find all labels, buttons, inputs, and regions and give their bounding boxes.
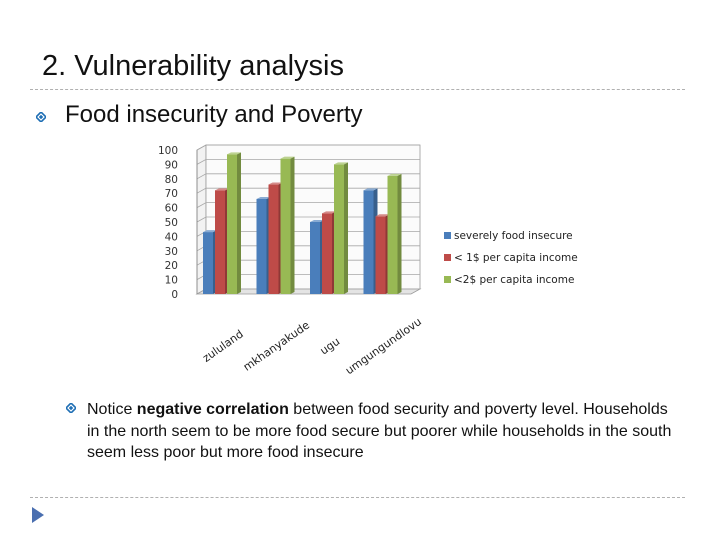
y-tick-label: 30: [165, 246, 178, 258]
x-category-label: mkhanyakude: [241, 318, 312, 373]
bar-top: [256, 196, 271, 199]
bar-top: [268, 182, 283, 185]
bar-top: [363, 188, 378, 191]
bar-top: [310, 220, 324, 222]
x-category-label: zululand: [200, 327, 246, 364]
y-tick-label: 80: [165, 174, 178, 186]
bar: [334, 164, 344, 294]
bar-top: [334, 162, 348, 165]
chart-back-wall: [205, 144, 421, 290]
y-tick-label: 90: [165, 159, 178, 171]
bar-top: [280, 156, 295, 159]
bar: [256, 198, 267, 294]
bar: [387, 175, 398, 294]
bar: [310, 222, 320, 294]
legend-label: <2$ per capita income: [454, 274, 574, 286]
bar: [227, 154, 237, 294]
legend-label: < 1$ per capita income: [454, 252, 578, 264]
bar-top: [227, 152, 241, 155]
x-category-label: umgungundlovu: [343, 315, 424, 377]
gridline: [196, 216, 420, 223]
bar-side: [344, 162, 348, 294]
y-tick-label: 60: [165, 203, 178, 215]
legend-swatch: [444, 276, 451, 283]
notice-text: Notice negative correlation between food…: [87, 399, 677, 464]
bar-top: [215, 188, 229, 191]
gridline: [196, 259, 420, 266]
chart-floor: [195, 288, 422, 295]
bar-side: [266, 196, 271, 294]
y-tick-label: 50: [165, 217, 178, 229]
bar-side: [373, 188, 378, 294]
notice-emphasis: negative correlation: [136, 401, 289, 418]
bar-side: [385, 214, 390, 294]
footer-divider: [30, 497, 685, 498]
gridline: [196, 173, 420, 180]
y-tick-label: 70: [165, 188, 178, 200]
bar: [280, 158, 291, 294]
y-tick-label: 10: [165, 275, 178, 287]
title-divider: [30, 89, 685, 90]
section-heading: Food insecurity and Poverty: [65, 101, 363, 128]
bar-side: [237, 152, 241, 294]
gridline: [196, 288, 420, 295]
bar-top: [375, 214, 390, 217]
diamond-bullet-icon: [66, 403, 76, 413]
bar-side: [225, 188, 229, 294]
bar-side: [213, 230, 217, 294]
x-category-label: ugu: [318, 335, 343, 358]
notice-lead: Notice: [87, 401, 137, 418]
gridline: [196, 230, 420, 237]
bar-top: [387, 173, 402, 176]
bar-top: [322, 211, 336, 214]
bar: [363, 190, 374, 294]
gridline: [196, 158, 420, 165]
legend-swatch: [444, 254, 451, 261]
y-tick-label: 0: [171, 289, 178, 301]
bar: [375, 216, 386, 294]
next-slide-arrow-icon[interactable]: [30, 505, 46, 525]
bar: [322, 213, 332, 294]
gridline: [196, 245, 420, 252]
bar-side: [320, 220, 324, 294]
bar-top: [203, 230, 217, 233]
y-tick-label: 20: [165, 260, 178, 272]
bar-side: [332, 211, 336, 294]
y-tick-label: 100: [158, 145, 178, 157]
gridline: [196, 187, 420, 194]
gridline: [196, 144, 420, 151]
diamond-bullet-icon: [36, 112, 46, 122]
bar-side: [397, 173, 402, 294]
notice-rest: between food security and poverty level.…: [87, 401, 672, 461]
gridline: [196, 274, 420, 280]
legend-swatch: [444, 232, 451, 239]
bar-side: [290, 156, 295, 294]
bar: [268, 184, 279, 294]
chart-side-wall: [196, 144, 207, 295]
gridline: [196, 202, 420, 208]
bar: [203, 232, 213, 294]
legend-label: severely food insecure: [454, 230, 573, 242]
y-tick-label: 40: [165, 231, 178, 243]
bar: [215, 190, 225, 294]
bar-side: [278, 182, 283, 294]
slide-title: 2. Vulnerability analysis: [42, 50, 344, 82]
